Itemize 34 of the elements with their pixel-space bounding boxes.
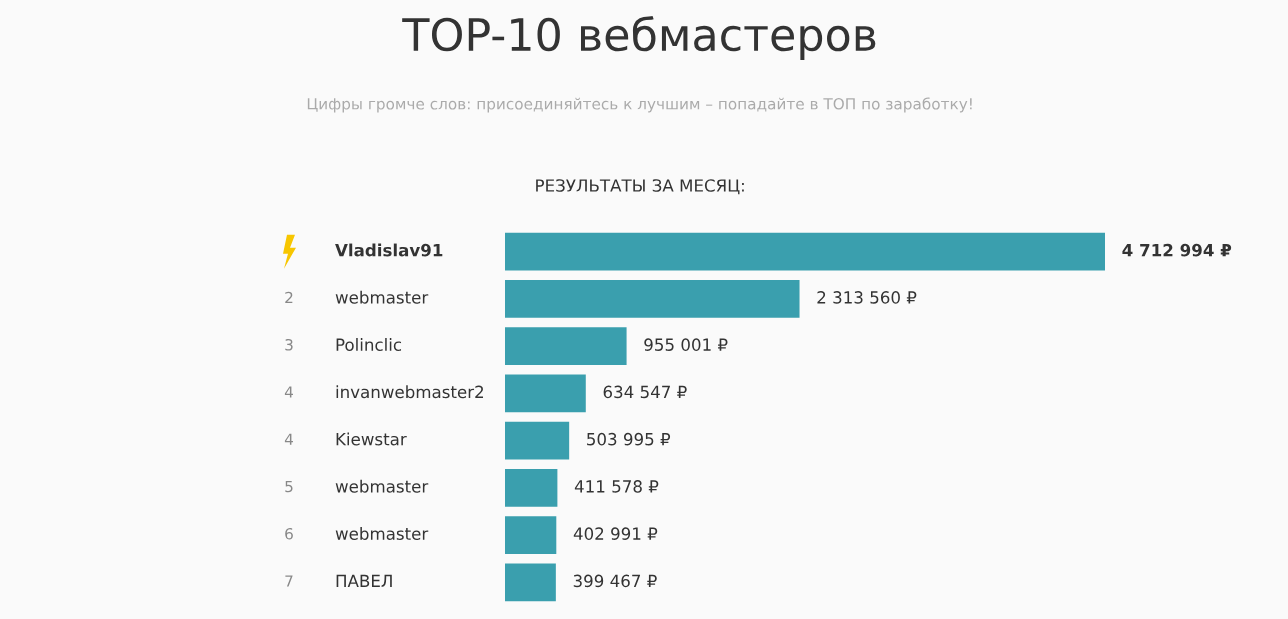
data-label: 634 547 ₽	[603, 385, 687, 399]
chart-title: TOP-10 вебмастеров	[402, 16, 876, 60]
y-tick-label: ПАВЕЛ	[336, 574, 392, 587]
data-label: 411 578 ₽	[574, 480, 659, 493]
bar	[505, 468, 558, 507]
y2-tick-label: 7	[285, 575, 293, 587]
bar	[505, 279, 800, 318]
y-tick-label: Vladislav91	[335, 243, 443, 257]
y2-tick-label: 6	[285, 528, 293, 540]
chart-subtitle: Цифры громче слов: присоединяйтесь к лучшим – попадайте в ТОП по заработку!	[307, 97, 972, 113]
y-tick-label: Kiewstar	[336, 432, 407, 446]
bar	[505, 563, 556, 602]
y2-tick-label: 2	[285, 291, 293, 304]
data-label: 402 991 ₽	[573, 527, 658, 540]
y2-tick-label: 5	[285, 480, 293, 493]
y-tick-label: webmaster	[335, 290, 429, 304]
bar	[505, 421, 570, 460]
bar	[505, 374, 586, 413]
y-tick-label: webmaster	[335, 527, 429, 540]
data-label: 2 313 560 ₽	[817, 291, 917, 304]
y2-tick-label: 4	[284, 433, 293, 445]
data-label: 399 467 ₽	[573, 574, 657, 588]
bar	[505, 232, 1105, 271]
bar	[505, 327, 627, 366]
y2-tick-label: 3	[285, 339, 293, 351]
bar	[505, 516, 557, 555]
y-tick-label: invanwebmaster2	[336, 385, 484, 399]
y2-tick-label: 4	[284, 386, 293, 398]
data-label: 955 001 ₽	[644, 338, 728, 351]
y-tick-label: Polinclic	[336, 338, 402, 351]
y-tick-label: webmaster	[335, 479, 429, 493]
data-label: 4 712 994 ₽	[1122, 243, 1232, 257]
text: РЕЗУЛЬТАТЫ ЗА МЕСЯЦ:	[536, 179, 744, 195]
data-label: 503 995 ₽	[587, 432, 671, 446]
